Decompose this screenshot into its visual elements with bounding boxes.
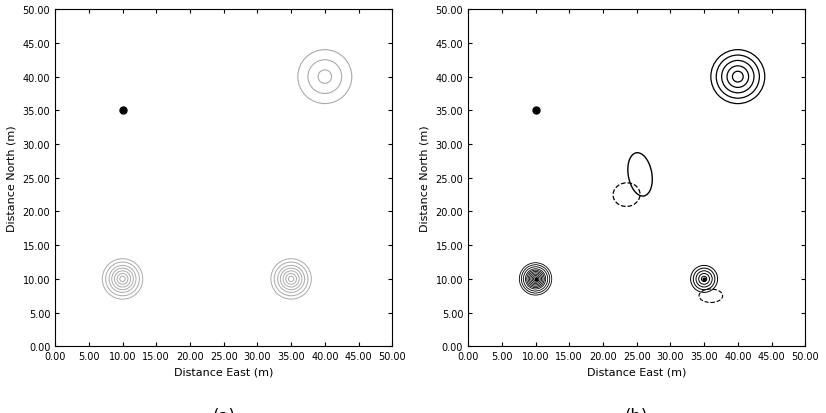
Text: (a): (a) [212, 407, 235, 413]
Y-axis label: Distance North (m): Distance North (m) [420, 125, 430, 232]
Y-axis label: Distance North (m): Distance North (m) [7, 125, 17, 232]
X-axis label: Distance East (m): Distance East (m) [587, 367, 686, 377]
X-axis label: Distance East (m): Distance East (m) [174, 367, 273, 377]
Text: (b): (b) [625, 407, 648, 413]
